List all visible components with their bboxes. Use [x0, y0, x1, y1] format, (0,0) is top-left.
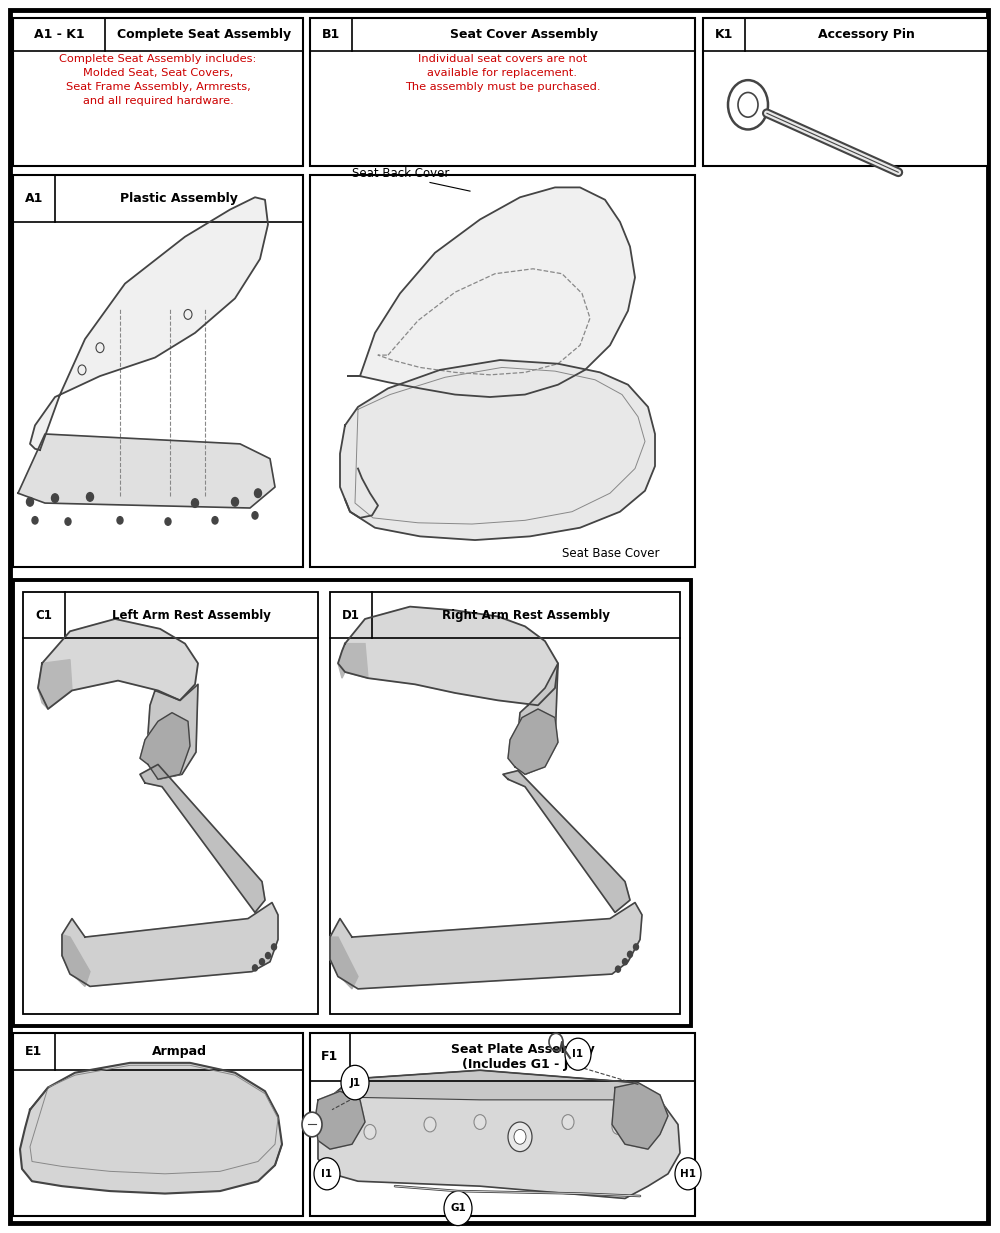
Circle shape — [364, 1124, 376, 1139]
Circle shape — [474, 1115, 486, 1129]
Circle shape — [622, 959, 628, 964]
Text: Seat Base Cover: Seat Base Cover — [562, 547, 660, 561]
Polygon shape — [612, 1083, 668, 1149]
Polygon shape — [348, 187, 635, 397]
Text: F1: F1 — [321, 1051, 339, 1064]
Circle shape — [514, 1129, 526, 1144]
Circle shape — [616, 967, 620, 972]
Bar — [330, 592, 680, 1014]
Polygon shape — [330, 903, 642, 989]
Circle shape — [634, 944, 639, 949]
Text: I1: I1 — [321, 1169, 333, 1179]
Polygon shape — [330, 937, 358, 989]
Text: A1: A1 — [25, 192, 43, 205]
Circle shape — [65, 518, 71, 525]
Polygon shape — [38, 660, 72, 709]
Circle shape — [117, 517, 123, 524]
Circle shape — [232, 497, 239, 507]
Circle shape — [444, 1191, 472, 1226]
Circle shape — [252, 512, 258, 519]
Polygon shape — [148, 684, 198, 779]
Text: Right Arm Rest Assembly: Right Arm Rest Assembly — [442, 609, 610, 621]
Circle shape — [628, 952, 633, 957]
Polygon shape — [338, 644, 368, 678]
Bar — [13, 18, 303, 166]
Circle shape — [424, 1117, 436, 1132]
Text: G1: G1 — [450, 1203, 466, 1213]
Polygon shape — [18, 434, 275, 508]
Text: Plastic Assembly: Plastic Assembly — [120, 192, 238, 205]
Text: Seat Back Cover: Seat Back Cover — [352, 166, 449, 180]
Circle shape — [165, 518, 171, 525]
Bar — [13, 175, 303, 567]
Text: E1: E1 — [25, 1046, 43, 1058]
Polygon shape — [508, 709, 558, 774]
Text: Accessory Pin: Accessory Pin — [818, 28, 915, 41]
Text: Individual seat covers are not
available for replacement.
The assembly must be p: Individual seat covers are not available… — [405, 54, 600, 92]
Polygon shape — [62, 903, 278, 986]
Polygon shape — [38, 619, 198, 709]
Circle shape — [87, 492, 94, 501]
Circle shape — [52, 493, 58, 503]
Bar — [13, 580, 691, 1026]
Polygon shape — [315, 1091, 365, 1149]
Polygon shape — [20, 1063, 282, 1194]
Text: H1: H1 — [680, 1169, 696, 1179]
Text: B1: B1 — [322, 28, 340, 41]
Circle shape — [212, 517, 218, 524]
Text: K1: K1 — [715, 28, 733, 41]
Circle shape — [192, 498, 198, 508]
Bar — [23, 592, 318, 1014]
Circle shape — [26, 497, 34, 507]
Polygon shape — [140, 713, 190, 779]
Circle shape — [266, 952, 270, 959]
Text: Left Arm Rest Assembly: Left Arm Rest Assembly — [112, 609, 271, 621]
Text: Complete Seat Assembly: Complete Seat Assembly — [117, 28, 291, 41]
Circle shape — [612, 1120, 624, 1134]
Text: Seat Plate Assembly
(Includes G1 - J1): Seat Plate Assembly (Includes G1 - J1) — [451, 1043, 594, 1071]
Bar — [703, 18, 988, 166]
Circle shape — [565, 1038, 591, 1070]
Circle shape — [32, 517, 38, 524]
Text: I1: I1 — [572, 1049, 584, 1059]
Circle shape — [272, 944, 276, 949]
Bar — [13, 1033, 303, 1216]
Polygon shape — [338, 607, 558, 705]
Circle shape — [252, 964, 258, 972]
Polygon shape — [318, 1070, 680, 1198]
Polygon shape — [140, 764, 265, 912]
Polygon shape — [503, 771, 630, 912]
Bar — [310, 18, 695, 166]
Polygon shape — [340, 360, 655, 540]
Polygon shape — [330, 1070, 660, 1100]
Circle shape — [254, 488, 262, 498]
Text: Armpad: Armpad — [152, 1046, 207, 1058]
Polygon shape — [62, 935, 90, 986]
Text: D1: D1 — [342, 609, 360, 621]
Bar — [310, 175, 695, 567]
Circle shape — [341, 1065, 369, 1100]
Circle shape — [562, 1115, 574, 1129]
Text: J1: J1 — [349, 1078, 361, 1088]
Text: C1: C1 — [36, 609, 52, 621]
Bar — [310, 1033, 695, 1216]
Circle shape — [302, 1112, 322, 1137]
Text: Complete Seat Assembly includes:
Molded Seat, Seat Covers,
Seat Frame Assembly, : Complete Seat Assembly includes: Molded … — [59, 54, 257, 106]
Text: Seat Cover Assembly: Seat Cover Assembly — [450, 28, 598, 41]
Circle shape — [260, 959, 264, 964]
Polygon shape — [518, 663, 558, 774]
Circle shape — [314, 1158, 340, 1190]
Circle shape — [508, 1122, 532, 1152]
Text: A1 - K1: A1 - K1 — [34, 28, 84, 41]
Polygon shape — [30, 197, 268, 450]
Circle shape — [675, 1158, 701, 1190]
